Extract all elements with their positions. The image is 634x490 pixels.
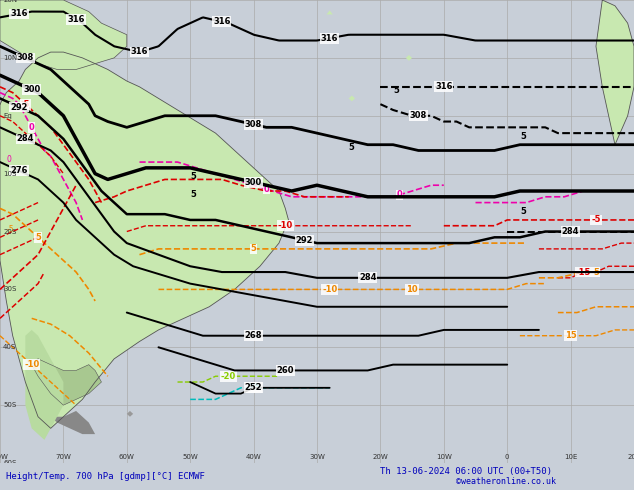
Text: 5: 5	[520, 207, 526, 216]
Text: -15: -15	[576, 268, 591, 276]
Text: 292: 292	[295, 236, 313, 245]
Text: 268: 268	[245, 331, 262, 340]
Text: 316: 316	[131, 48, 148, 56]
Text: Th 13-06-2024 06:00 UTC (00+T50): Th 13-06-2024 06:00 UTC (00+T50)	[380, 466, 552, 476]
Text: -5: -5	[21, 99, 30, 109]
Text: 10E: 10E	[564, 454, 578, 460]
Polygon shape	[127, 411, 133, 417]
Polygon shape	[25, 330, 63, 440]
Text: 10N: 10N	[3, 55, 17, 61]
Text: 0: 0	[6, 155, 11, 164]
Text: 30S: 30S	[3, 287, 16, 293]
Text: 0: 0	[505, 454, 510, 460]
Text: 15: 15	[565, 331, 576, 340]
Text: 20W: 20W	[373, 454, 388, 460]
Text: -25: -25	[246, 383, 261, 392]
Text: 10: 10	[406, 285, 418, 294]
Polygon shape	[51, 411, 95, 434]
Text: 0: 0	[396, 191, 403, 199]
Text: 20E: 20E	[628, 454, 634, 460]
Text: 308: 308	[410, 111, 427, 120]
Text: 300: 300	[23, 85, 41, 94]
Text: 20S: 20S	[3, 228, 16, 235]
Polygon shape	[0, 52, 288, 428]
Text: 5: 5	[593, 268, 599, 276]
Text: -20: -20	[221, 372, 236, 381]
Text: 5: 5	[35, 233, 41, 242]
Text: -10: -10	[24, 360, 39, 369]
Text: 10W: 10W	[436, 454, 452, 460]
Text: 60S: 60S	[3, 460, 16, 466]
Polygon shape	[349, 96, 355, 101]
Text: 316: 316	[213, 17, 231, 26]
Text: 284: 284	[562, 227, 579, 236]
Text: -10: -10	[278, 221, 293, 230]
Text: 252: 252	[245, 383, 262, 392]
Text: -5: -5	[6, 224, 14, 234]
Polygon shape	[327, 10, 333, 15]
Text: ©weatheronline.co.uk: ©weatheronline.co.uk	[456, 477, 557, 486]
Text: 5: 5	[349, 144, 354, 152]
Text: 316: 316	[321, 34, 339, 43]
Text: 20N: 20N	[3, 0, 17, 3]
Text: 5: 5	[190, 190, 196, 199]
Text: 308: 308	[16, 53, 34, 62]
Text: 0: 0	[263, 185, 269, 194]
Text: 300: 300	[245, 178, 262, 187]
Text: 276: 276	[10, 166, 28, 175]
Text: 5: 5	[190, 172, 196, 181]
Polygon shape	[596, 0, 634, 145]
Text: Height/Temp. 700 hPa [gdmp][°C] ECMWF: Height/Temp. 700 hPa [gdmp][°C] ECMWF	[6, 472, 205, 481]
Text: 80W: 80W	[0, 454, 8, 460]
Text: 40S: 40S	[3, 344, 16, 350]
Text: 316: 316	[10, 9, 28, 19]
Text: 5: 5	[250, 245, 257, 253]
Text: 292: 292	[10, 102, 28, 112]
Text: 50W: 50W	[183, 454, 198, 460]
Text: 308: 308	[245, 120, 262, 129]
Polygon shape	[32, 359, 101, 405]
Text: 50S: 50S	[3, 402, 16, 408]
Text: 284: 284	[359, 273, 377, 282]
Text: 70W: 70W	[55, 454, 72, 460]
Text: 30W: 30W	[309, 454, 325, 460]
Text: 5: 5	[393, 86, 399, 95]
Text: 260: 260	[276, 366, 294, 375]
Text: 40W: 40W	[246, 454, 261, 460]
Text: 316: 316	[67, 15, 85, 24]
Text: 60W: 60W	[119, 454, 135, 460]
Text: -10: -10	[322, 285, 337, 294]
Text: 10S: 10S	[3, 171, 16, 176]
Text: 5: 5	[520, 132, 526, 141]
Text: 316: 316	[435, 82, 453, 91]
Polygon shape	[0, 0, 127, 70]
Text: Eq: Eq	[3, 113, 12, 119]
Polygon shape	[406, 55, 412, 61]
Text: 284: 284	[16, 134, 34, 144]
Text: 0: 0	[29, 123, 35, 132]
Text: -5: -5	[592, 216, 600, 224]
